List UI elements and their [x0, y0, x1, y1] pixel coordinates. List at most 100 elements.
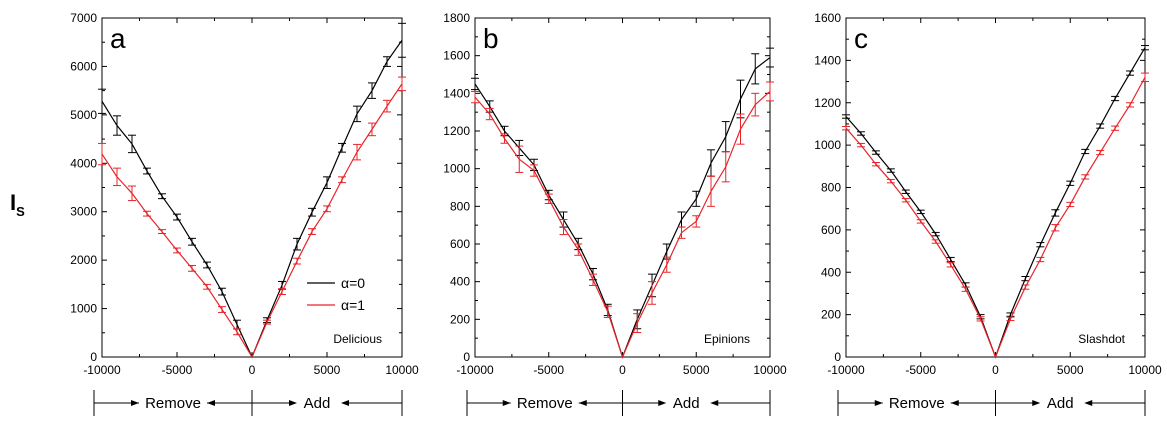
error-bar — [1141, 72, 1149, 83]
y-tick-label: 600 — [821, 223, 841, 237]
panel-b: 0 200 400 600 800 1000 1200 1400 1600 1800 -10000 -… — [443, 11, 787, 416]
panel-label: b — [483, 23, 499, 54]
error-bar — [1081, 174, 1090, 180]
add-arrowhead-left — [289, 400, 297, 406]
error-bar — [736, 79, 745, 119]
error-bar — [471, 77, 479, 91]
y-tick-label: 200 — [821, 308, 841, 322]
y-tick-label: 0 — [463, 350, 470, 364]
region-label-add: Add — [304, 395, 331, 412]
error-bar — [203, 283, 211, 290]
panel-label: a — [110, 23, 126, 54]
y-tick-label: 1600 — [443, 49, 470, 63]
error-bar — [368, 122, 376, 137]
error-bar — [692, 190, 701, 207]
error-bar — [173, 247, 181, 254]
panel-label: c — [854, 23, 868, 54]
error-bar — [173, 213, 181, 221]
error-bar — [1096, 123, 1105, 129]
y-tick-label: 800 — [450, 199, 470, 213]
error-bar — [485, 107, 494, 121]
add-arrowhead-right — [1084, 400, 1093, 406]
error-bar — [530, 164, 538, 177]
error-bar — [916, 219, 925, 224]
dataset-label: Delicious — [333, 332, 382, 346]
error-bar — [589, 273, 597, 286]
y-tick-label: 5000 — [70, 108, 97, 122]
y-tick-label: 1600 — [814, 11, 841, 25]
error-bar — [736, 113, 745, 145]
error-bar — [1021, 275, 1030, 282]
error-bar — [707, 175, 715, 207]
error-bar — [662, 256, 671, 273]
error-bar — [188, 264, 196, 272]
error-bar — [856, 142, 865, 148]
y-tick-label: 6000 — [70, 59, 97, 73]
y-tick-label: 400 — [821, 265, 841, 279]
error-bar — [471, 90, 479, 104]
error-bar — [976, 316, 985, 322]
remove-arrowhead-left — [131, 400, 139, 406]
remove-arrowhead-left — [502, 400, 511, 406]
error-bar — [158, 193, 166, 200]
region-annotation: Remove Add — [837, 390, 1146, 416]
error-bar — [842, 125, 850, 131]
y-axis-title-sub: S — [16, 204, 25, 219]
error-bar — [1096, 149, 1105, 156]
x-tick-label: 0 — [619, 363, 626, 377]
error-bar — [707, 149, 715, 177]
error-bar — [946, 262, 955, 268]
error-bar — [856, 131, 865, 136]
region-label-remove: Remove — [517, 395, 573, 412]
x-tick-label: 0 — [992, 363, 999, 377]
error-bar — [218, 287, 226, 296]
y-tick-label: 800 — [821, 181, 841, 195]
remove-arrowhead-right — [207, 400, 215, 406]
error-bar — [1036, 256, 1045, 263]
error-bar — [842, 114, 850, 119]
panel-a: 0 1000 2000 3000 4000 5000 6000 7000 -10000 -5000… — [70, 11, 419, 416]
add-arrowhead-right — [341, 400, 349, 406]
error-bar — [1126, 70, 1135, 76]
dataset-label: Slashdot — [1078, 332, 1125, 346]
error-bar — [188, 237, 196, 246]
error-bar — [559, 219, 568, 236]
x-tick-label: 10000 — [753, 363, 787, 377]
error-bar — [751, 53, 760, 85]
error-bar — [500, 133, 509, 144]
region-label-remove: Remove — [889, 395, 945, 412]
y-tick-label: 1000 — [814, 138, 841, 152]
region-label-add: Add — [1047, 395, 1074, 412]
error-bar — [721, 151, 730, 183]
error-bar — [677, 226, 686, 239]
error-bar — [544, 193, 553, 205]
error-bar — [1066, 180, 1075, 186]
region-annotation: Remove Add — [93, 390, 403, 416]
error-bar — [1006, 316, 1015, 322]
y-tick-label: 1400 — [443, 86, 470, 100]
error-bar — [1036, 242, 1045, 248]
error-bar — [158, 229, 166, 235]
error-bar — [871, 161, 880, 167]
x-tick-label: -10000 — [456, 363, 494, 377]
remove-arrowhead-right — [578, 400, 587, 406]
y-tick-label: 2000 — [70, 253, 97, 267]
error-bar — [143, 167, 151, 175]
dataset-label: Epinions — [704, 332, 750, 346]
error-bar — [886, 178, 895, 184]
region-annotation: Remove Add — [466, 390, 771, 416]
error-bar — [128, 134, 136, 154]
error-bar — [766, 47, 774, 68]
y-tick-label: 1200 — [443, 124, 470, 138]
x-tick-label: -5000 — [533, 363, 564, 377]
error-bar — [338, 142, 346, 153]
legend-label: α=1 — [341, 297, 365, 313]
error-bar — [1141, 45, 1149, 51]
add-arrowhead-right — [710, 400, 719, 406]
y-tick-label: 1800 — [443, 11, 470, 25]
error-bar — [98, 142, 106, 166]
y-tick-label: 7000 — [70, 11, 97, 25]
y-tick-label: 600 — [450, 237, 470, 251]
legend-label: α=0 — [341, 275, 365, 291]
